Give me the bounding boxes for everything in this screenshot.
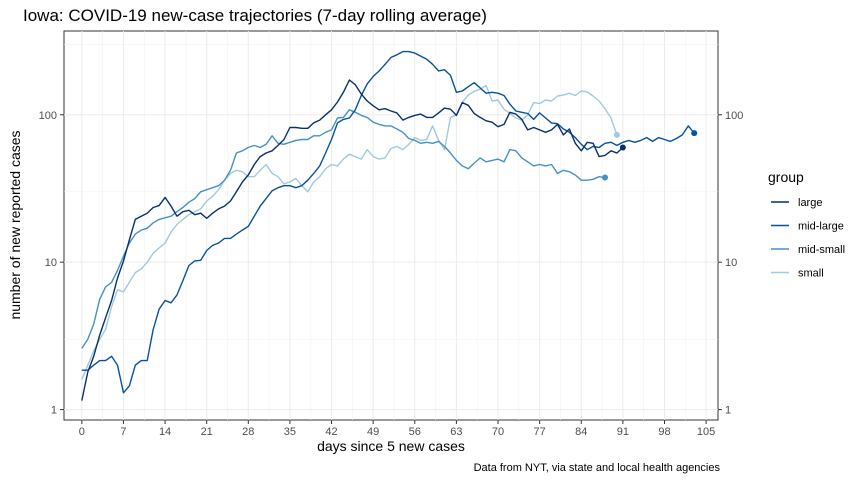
series-endpoint-small xyxy=(613,131,620,138)
y-tick-label-left: 1 xyxy=(51,405,57,417)
legend: group large mid-large mid-small small xyxy=(768,169,845,280)
x-tick-label: 35 xyxy=(284,426,296,438)
series-line-mid-large xyxy=(81,50,695,394)
x-tick-label: 98 xyxy=(658,426,670,438)
x-tick-label: 105 xyxy=(697,426,715,438)
axes: 0 7 14 21 28 35 42 49 56 63 70 77 84 91 98 105 1 1 10 10 100… xyxy=(39,110,744,438)
chart-title: Iowa: COVID-19 new-case trajectories (7-… xyxy=(23,6,487,25)
x-tick-label: 91 xyxy=(617,426,629,438)
x-tick-label: 28 xyxy=(242,426,254,438)
caption: Data from NYT, via state and local healt… xyxy=(474,462,721,474)
series-endpoint-mid-large xyxy=(691,130,698,137)
x-tick-label: 14 xyxy=(159,426,171,438)
legend-label-mid-large: mid-large xyxy=(798,221,844,233)
legend-title: group xyxy=(768,169,804,185)
series-line-small xyxy=(81,84,618,380)
x-axis-title: days since 5 new cases xyxy=(317,438,465,454)
x-tick-label: 7 xyxy=(120,426,126,438)
series-line-mid-small xyxy=(81,109,606,349)
series-endpoint-large xyxy=(619,144,626,151)
legend-label-mid-small: mid-small xyxy=(798,244,845,256)
y-tick-label-right: 10 xyxy=(725,257,737,269)
x-tick-label: 0 xyxy=(79,426,85,438)
x-tick-label: 42 xyxy=(325,426,337,438)
series-line-large xyxy=(81,79,624,401)
x-tick-label: 84 xyxy=(575,426,587,438)
y-axis-title: number of new reported cases xyxy=(7,130,23,319)
legend-label-small: small xyxy=(798,268,824,280)
x-tick-label: 56 xyxy=(409,426,421,438)
x-tick-label: 77 xyxy=(534,426,546,438)
legend-label-large: large xyxy=(798,197,822,209)
y-tick-label-right: 1 xyxy=(725,405,731,417)
series-endpoints xyxy=(602,130,698,181)
series-lines xyxy=(81,50,695,401)
series-endpoint-mid-small xyxy=(602,174,609,181)
x-tick-label: 70 xyxy=(492,426,504,438)
y-tick-label-left: 100 xyxy=(39,110,57,122)
x-tick-label: 63 xyxy=(450,426,462,438)
y-tick-label-left: 10 xyxy=(45,257,57,269)
x-tick-label: 49 xyxy=(367,426,379,438)
x-tick-label: 21 xyxy=(201,426,213,438)
y-tick-label-right: 100 xyxy=(725,110,743,122)
plot-panel xyxy=(63,30,719,421)
